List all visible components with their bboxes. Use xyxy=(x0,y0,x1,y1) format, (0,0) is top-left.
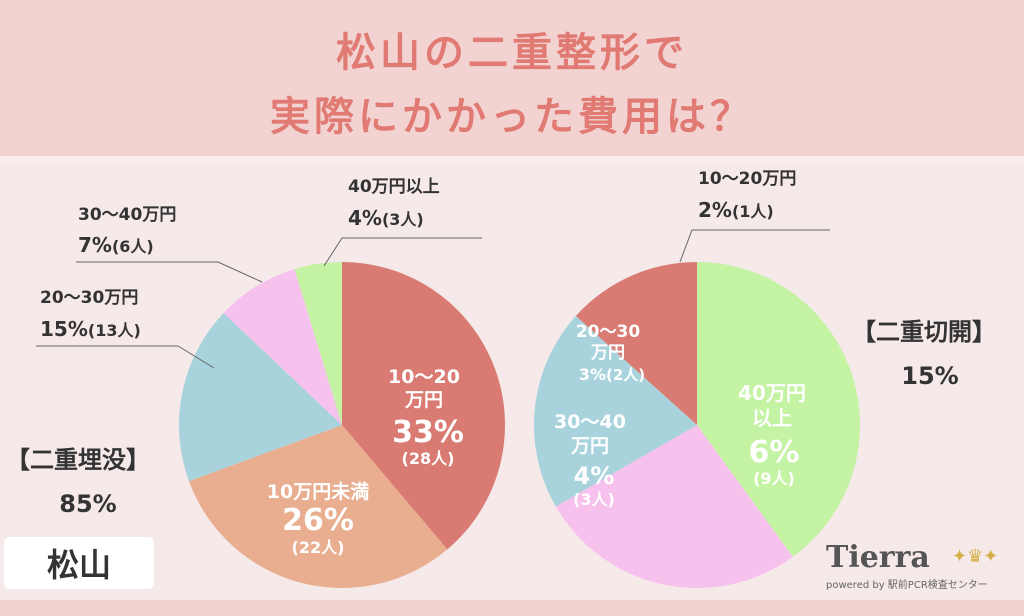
left-label-20-pct: 15% xyxy=(40,317,88,341)
left-inside-under10-name: 10万円未満 xyxy=(267,480,369,503)
left-label-30-value: 7%(6人) xyxy=(78,233,154,257)
left-label-20-count: (13人) xyxy=(88,321,141,340)
pie1-slice-1 xyxy=(555,425,793,588)
pie1-slice-3 xyxy=(575,262,697,425)
leader-left-40 xyxy=(323,237,482,267)
right-inside-40-pct: 6% xyxy=(749,435,800,470)
right-inside-3040-pct: 4% xyxy=(574,462,615,490)
crown-icon: ✦♛✦ xyxy=(952,546,999,567)
pie0-slice-0 xyxy=(342,262,505,550)
pie0-slice-2 xyxy=(179,312,342,482)
left-label-20-value: 15%(13人) xyxy=(40,317,141,341)
group-percent-left: 85% xyxy=(59,490,116,518)
pie1-slice-2 xyxy=(533,315,697,507)
right-inside-2030-value: 3%(2人) xyxy=(579,365,645,384)
left-inside-1020-count: (28人) xyxy=(402,449,455,468)
left-label-40-name: 40万円以上 xyxy=(348,177,440,197)
right-inside-40-count: (9人) xyxy=(753,469,795,488)
header-banner: 松山の二重整形で 実際にかかった費用は？ xyxy=(0,0,1024,156)
logo-subtitle: powered by 駅前PCR検査センター xyxy=(826,580,988,591)
right-inside-3040-line2: 万円 xyxy=(570,435,609,457)
left-inside-labels: 10〜20 万円 33% (28人) 10万円未満 26% (22人) xyxy=(267,366,464,557)
group-percent-right: 15% xyxy=(901,362,958,390)
leader-left-30 xyxy=(76,261,263,283)
group-label-left: 【二重埋没】 xyxy=(6,446,150,474)
right-inside-3040-line1: 30〜40 xyxy=(554,411,626,433)
right-inside-2030-line2: 万円 xyxy=(590,343,625,363)
left-label-30-name: 30〜40万円 xyxy=(78,205,176,225)
leader-right-1020 xyxy=(679,229,830,263)
logo-brand: Tierra xyxy=(826,540,930,575)
left-label-40-count: (3人) xyxy=(382,210,424,229)
left-label-30-pct: 7% xyxy=(78,233,112,257)
right-label-1020-count: (1人) xyxy=(732,202,774,221)
divider xyxy=(0,156,1024,160)
right-inside-labels: 20〜30 万円 3%(2人) 30〜40 万円 4% (3人) 40万円 以上… xyxy=(554,322,806,509)
tierra-logo: Tierra ✦♛✦ powered by 駅前PCR検査センター xyxy=(820,540,999,592)
city-label: 松山 xyxy=(4,537,154,589)
right-label-1020-value: 2%(1人) xyxy=(698,198,774,222)
pie0-slice-3 xyxy=(223,269,342,425)
right-inside-40-line2: 以上 xyxy=(752,406,792,430)
left-label-30-count: (6人) xyxy=(112,237,154,256)
title-line-2: 実際にかかった費用は？ xyxy=(270,94,754,140)
leader-left-20 xyxy=(36,345,215,369)
left-inside-1020-line2: 万円 xyxy=(404,389,443,411)
left-inside-1020-pct: 33% xyxy=(392,415,464,450)
right-inside-2030-line1: 20〜30 xyxy=(576,322,640,342)
pie0-slice-4 xyxy=(294,262,342,425)
left-outside-labels: 40万円以上 4%(3人) 30〜40万円 7%(6人) 20〜30万円 15%… xyxy=(40,177,440,341)
group-labels: 【二重埋没】 85% 【二重切開】 15% xyxy=(6,318,996,518)
right-label-1020-name: 10〜20万円 xyxy=(698,169,796,189)
bottom-strip xyxy=(0,600,1024,616)
left-inside-under10-count: (22人) xyxy=(292,538,345,557)
left-inside-under10-pct: 26% xyxy=(282,503,354,538)
left-inside-1020-line1: 10〜20 xyxy=(388,366,460,388)
right-inside-2030-pct: 3% xyxy=(579,365,606,384)
left-label-40-pct: 4% xyxy=(348,206,382,230)
right-outside-labels: 10〜20万円 2%(1人) xyxy=(698,169,796,222)
pie0-slice-1 xyxy=(188,425,448,588)
leader-lines xyxy=(36,229,830,369)
right-inside-3040-count: (3人) xyxy=(573,490,615,509)
right-label-1020-pct: 2% xyxy=(698,198,732,222)
pie-slices xyxy=(179,262,860,588)
pie1-slice-0 xyxy=(697,262,860,557)
title-line-1: 松山の二重整形で xyxy=(336,30,688,76)
left-label-20-name: 20〜30万円 xyxy=(40,288,138,308)
left-label-40-value: 4%(3人) xyxy=(348,206,424,230)
right-inside-2030-count: (2人) xyxy=(606,366,645,384)
group-label-right: 【二重切開】 xyxy=(852,318,996,346)
right-inside-40-line1: 40万円 xyxy=(738,381,806,405)
